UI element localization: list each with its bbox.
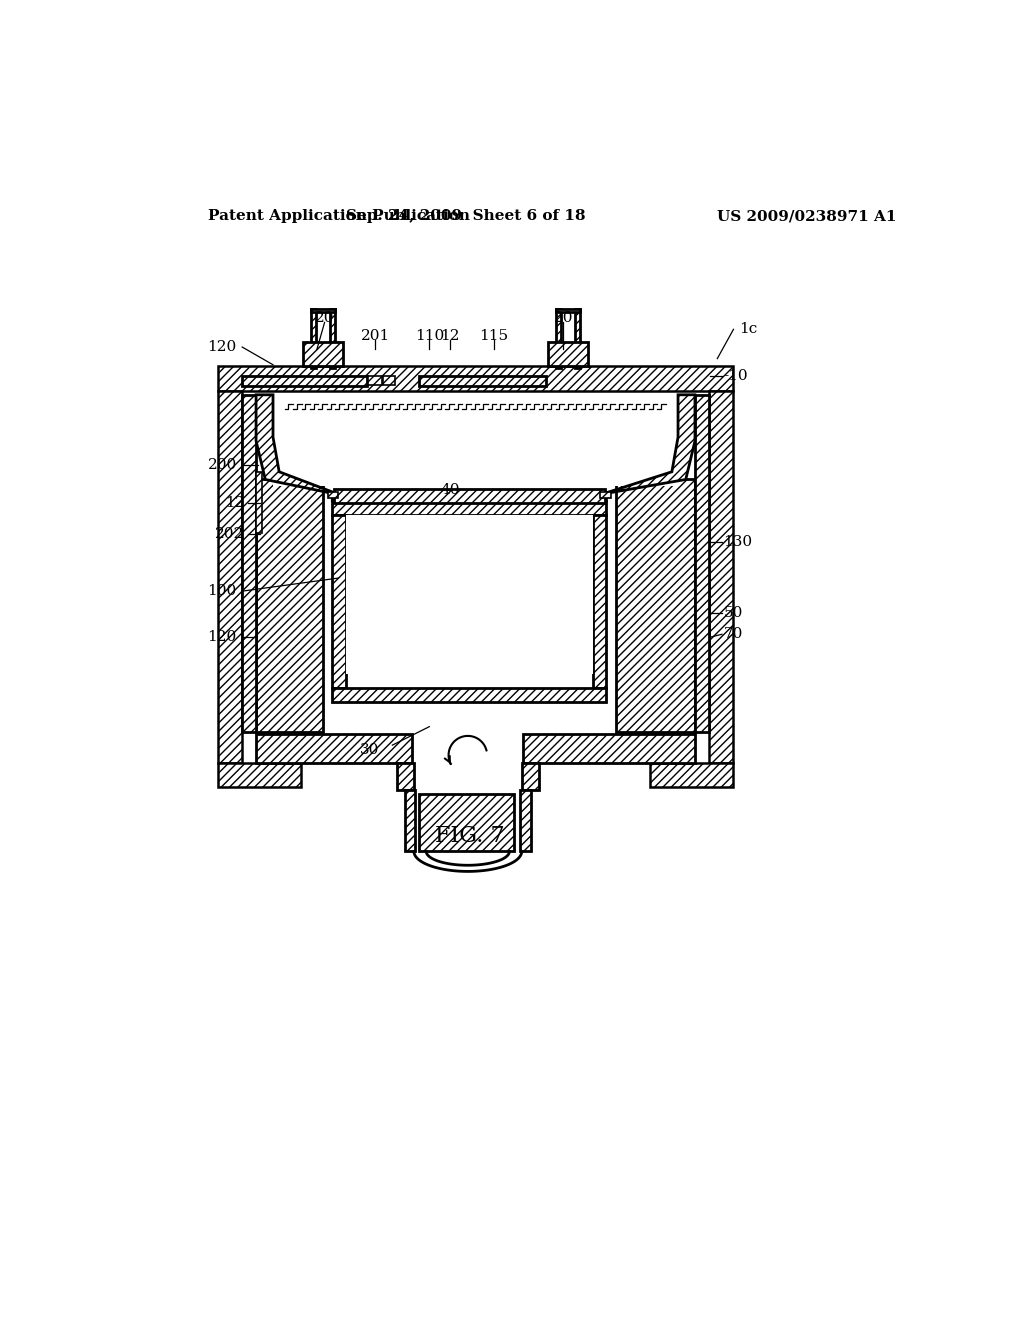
Bar — [419, 376, 547, 387]
Bar — [695, 395, 709, 733]
Bar — [217, 763, 301, 788]
Text: 201: 201 — [360, 329, 390, 342]
Text: 1c: 1c — [739, 322, 757, 337]
Text: 40: 40 — [440, 483, 460, 496]
Bar — [593, 515, 606, 688]
Text: 20: 20 — [554, 310, 573, 325]
Bar — [333, 502, 606, 515]
Bar — [600, 492, 611, 498]
Bar — [330, 309, 336, 368]
Bar — [397, 763, 414, 789]
Text: 115: 115 — [479, 329, 509, 342]
Bar — [346, 515, 593, 675]
Bar — [273, 395, 678, 486]
Bar — [256, 734, 413, 763]
Text: 120: 120 — [208, 341, 237, 354]
Bar — [521, 763, 539, 789]
Bar — [650, 763, 733, 788]
Bar — [243, 376, 367, 387]
Bar — [615, 479, 695, 733]
Bar — [217, 391, 243, 763]
Text: Patent Application Publication: Patent Application Publication — [208, 209, 470, 223]
Text: 100: 100 — [208, 585, 237, 598]
Bar — [368, 376, 382, 385]
Bar — [709, 391, 733, 763]
Text: 50: 50 — [724, 606, 742, 619]
Bar — [333, 688, 606, 702]
Bar — [350, 574, 589, 585]
Bar — [310, 309, 316, 368]
Text: -10: -10 — [724, 368, 749, 383]
Bar — [328, 492, 339, 498]
Bar — [574, 309, 581, 368]
Bar — [333, 515, 346, 688]
Bar — [383, 376, 394, 385]
Bar — [523, 734, 695, 763]
Bar — [556, 309, 581, 312]
Text: FIG. 7: FIG. 7 — [434, 825, 504, 847]
Bar — [256, 471, 262, 533]
Bar — [256, 479, 323, 733]
Text: US 2009/0238971 A1: US 2009/0238971 A1 — [717, 209, 897, 223]
Text: Sep. 24, 2009  Sheet 6 of 18: Sep. 24, 2009 Sheet 6 of 18 — [346, 209, 586, 223]
Text: 12: 12 — [225, 496, 245, 511]
Polygon shape — [256, 395, 346, 502]
Bar — [548, 342, 588, 367]
Text: 20: 20 — [314, 310, 335, 325]
Bar — [419, 793, 514, 851]
Text: 130: 130 — [724, 535, 753, 549]
Text: 200: 200 — [208, 458, 237, 471]
Text: 202: 202 — [215, 527, 245, 541]
Bar — [303, 342, 343, 367]
Text: 110: 110 — [415, 329, 444, 342]
Text: 30: 30 — [359, 743, 379, 756]
Bar — [520, 789, 531, 851]
Bar — [310, 309, 336, 312]
Text: 120: 120 — [208, 631, 237, 644]
Text: 70: 70 — [724, 627, 742, 642]
Bar — [404, 789, 416, 851]
Bar — [217, 367, 733, 391]
Polygon shape — [593, 395, 695, 502]
Text: 12: 12 — [440, 329, 460, 342]
Bar — [556, 309, 561, 368]
Bar — [243, 395, 256, 733]
Bar — [334, 488, 605, 503]
